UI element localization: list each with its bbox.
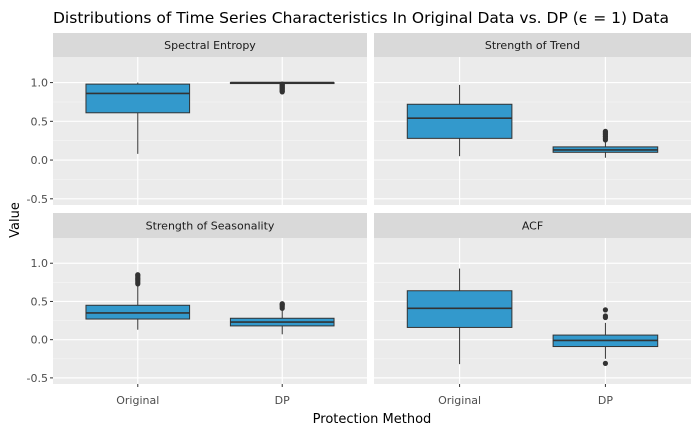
facet-strip bbox=[374, 33, 691, 57]
x-tick-label: Original bbox=[116, 394, 159, 407]
panel-background bbox=[53, 57, 367, 205]
facet-panel: ACF Original DP bbox=[374, 213, 691, 407]
y-axis-title: Value bbox=[8, 202, 23, 238]
facet-strip-label: Strength of Trend bbox=[485, 39, 580, 52]
facet-strip bbox=[53, 33, 367, 57]
y-tick-label: -0.5 bbox=[27, 372, 48, 385]
facet-strip bbox=[53, 213, 367, 238]
x-axis-title: Protection Method bbox=[313, 412, 432, 427]
outlier-point bbox=[602, 360, 609, 366]
outlier-point bbox=[279, 89, 285, 95]
y-tick-label: 0.0 bbox=[31, 154, 49, 167]
y-tick-label: 1.0 bbox=[31, 257, 49, 270]
box bbox=[85, 83, 191, 114]
chart-title: Distributions of Time Series Characteris… bbox=[53, 9, 669, 27]
facet-panel: Spectral Entropy -0.5 0.0 0.5 1.0 bbox=[27, 33, 367, 206]
facet-strip bbox=[374, 213, 691, 238]
y-tick-label: 0.5 bbox=[31, 295, 49, 308]
outlier-point bbox=[602, 307, 609, 313]
box bbox=[406, 103, 513, 139]
x-tick-label: Original bbox=[438, 394, 481, 407]
facet-panel: Strength of Trend bbox=[374, 33, 691, 205]
outlier-point bbox=[602, 313, 609, 319]
facet-strip-label: ACF bbox=[522, 220, 543, 233]
x-tick-label: DP bbox=[275, 394, 290, 407]
y-tick-label: 0.5 bbox=[31, 115, 49, 128]
outlier-point bbox=[135, 272, 141, 278]
y-tick-label: -0.5 bbox=[27, 193, 48, 206]
facet-panel: Strength of Seasonality -0.5 0.0 0.5 1.0 Orig… bbox=[27, 213, 367, 407]
outlier-point bbox=[279, 301, 285, 307]
x-tick-label: DP bbox=[598, 394, 613, 407]
facet-strip-label: Strength of Seasonality bbox=[146, 220, 275, 233]
y-tick-label: 1.0 bbox=[31, 77, 49, 90]
outlier-point bbox=[602, 128, 609, 134]
facet-strip-label: Spectral Entropy bbox=[164, 39, 256, 52]
y-tick-label: 0.0 bbox=[31, 334, 49, 347]
